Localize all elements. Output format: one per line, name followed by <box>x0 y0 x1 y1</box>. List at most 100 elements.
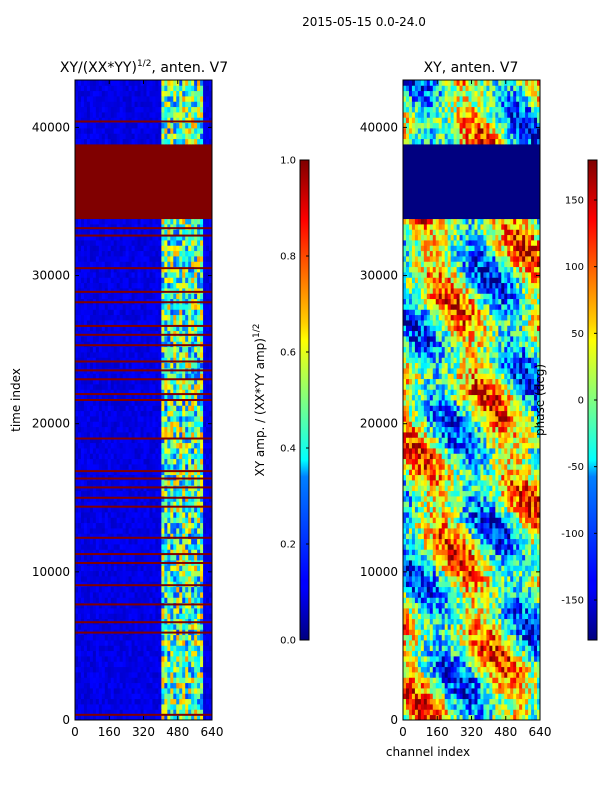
amplitude-cell <box>170 154 174 161</box>
amplitude-cell <box>167 517 171 524</box>
amplitude-cell <box>188 272 192 278</box>
amplitude-cell <box>122 421 127 428</box>
amplitude-cell <box>113 202 118 209</box>
amplitude-cell <box>98 144 103 150</box>
amplitude-cell <box>146 453 150 460</box>
amplitude-cell <box>206 672 210 678</box>
amplitude-cell <box>104 394 109 401</box>
amplitude-cell <box>200 261 204 268</box>
amplitude-cell <box>200 186 204 193</box>
amplitude-cell <box>197 181 201 188</box>
amplitude-cell <box>86 597 91 604</box>
amplitude-cell <box>197 661 201 668</box>
amplitude-cell <box>89 640 94 646</box>
amplitude-cell <box>119 661 124 668</box>
amplitude-cell <box>200 538 204 545</box>
amplitude-cell <box>158 528 162 534</box>
amplitude-cell <box>197 640 201 646</box>
amplitude-cell <box>143 261 147 268</box>
amplitude-cell <box>131 565 135 572</box>
amplitude-cell <box>75 442 79 449</box>
amplitude-cell <box>143 490 147 497</box>
amplitude-cell <box>104 256 109 262</box>
amplitude-cell <box>209 144 212 150</box>
amplitude-cell <box>179 522 183 529</box>
amplitude-cell <box>140 437 144 444</box>
amplitude-cell <box>89 229 94 236</box>
amplitude-cell <box>158 421 162 428</box>
amplitude-cell <box>161 314 165 321</box>
amplitude-cell <box>149 250 153 257</box>
amplitude-cell <box>83 234 88 241</box>
amplitude-cell <box>86 394 91 401</box>
amplitude-cell <box>80 661 85 668</box>
amplitude-cell <box>158 181 162 188</box>
amplitude-cell <box>80 309 85 316</box>
amplitude-cell <box>161 661 165 668</box>
amplitude-cell <box>104 677 109 684</box>
amplitude-cell <box>77 320 82 326</box>
amplitude-cell <box>209 197 212 204</box>
amplitude-cell <box>146 144 150 150</box>
amplitude-cell <box>182 277 186 284</box>
amplitude-cell <box>131 405 135 412</box>
amplitude-cell <box>104 533 109 540</box>
amplitude-cell <box>161 453 165 460</box>
amplitude-cell <box>182 256 186 262</box>
amplitude-cell <box>188 570 192 577</box>
amplitude-cell <box>158 714 162 720</box>
amplitude-cell <box>122 320 127 326</box>
amplitude-cell <box>179 533 183 540</box>
amplitude-cell <box>194 277 198 284</box>
amplitude-cell <box>209 432 212 438</box>
amplitude-cell <box>131 304 135 310</box>
amplitude-cell <box>86 533 91 540</box>
amplitude-cell <box>137 672 141 678</box>
amplitude-cell <box>119 576 124 582</box>
amplitude-cell <box>131 362 135 369</box>
amplitude-cell <box>176 544 180 550</box>
amplitude-cell <box>176 682 180 689</box>
amplitude-cell <box>77 714 82 720</box>
amplitude-cell <box>101 389 106 396</box>
amplitude-cell <box>167 346 171 353</box>
amplitude-cell <box>140 266 144 273</box>
amplitude-cell <box>104 144 109 150</box>
amplitude-cell <box>182 261 186 268</box>
amplitude-cell <box>179 181 183 188</box>
amplitude-cell <box>92 186 97 193</box>
amplitude-cell <box>101 416 106 422</box>
amplitude-cell <box>137 666 141 673</box>
amplitude-cell <box>143 688 147 694</box>
amplitude-cell <box>80 378 85 385</box>
amplitude-cell <box>101 634 106 641</box>
amplitude-cell <box>206 549 210 556</box>
amplitude-cell <box>77 608 82 614</box>
amplitude-cell <box>98 624 103 630</box>
amplitude-cell <box>98 464 103 470</box>
amplitude-cell <box>128 266 132 273</box>
amplitude-cell <box>173 517 177 524</box>
amplitude-cell <box>113 154 118 161</box>
amplitude-cell <box>134 304 138 310</box>
amplitude-cell <box>83 245 88 252</box>
amplitude-cell <box>89 496 94 502</box>
amplitude-cell <box>116 240 121 246</box>
amplitude-cell <box>167 176 171 182</box>
amplitude-cell <box>95 277 100 284</box>
amplitude-cell <box>104 602 109 609</box>
amplitude-cell <box>122 698 127 705</box>
amplitude-cell <box>75 570 79 577</box>
amplitude-cell <box>119 570 124 577</box>
amplitude-cell <box>113 245 118 252</box>
amplitude-cell <box>161 405 165 412</box>
amplitude-cell <box>86 693 91 700</box>
amplitude-cell <box>197 608 201 614</box>
amplitude-cell <box>209 490 212 497</box>
amplitude-cell <box>77 650 82 657</box>
amplitude-cell <box>101 682 106 689</box>
amplitude-cell <box>167 554 171 561</box>
amplitude-cell <box>113 522 118 529</box>
amplitude-cell <box>131 320 135 326</box>
amplitude-cell <box>200 149 204 156</box>
